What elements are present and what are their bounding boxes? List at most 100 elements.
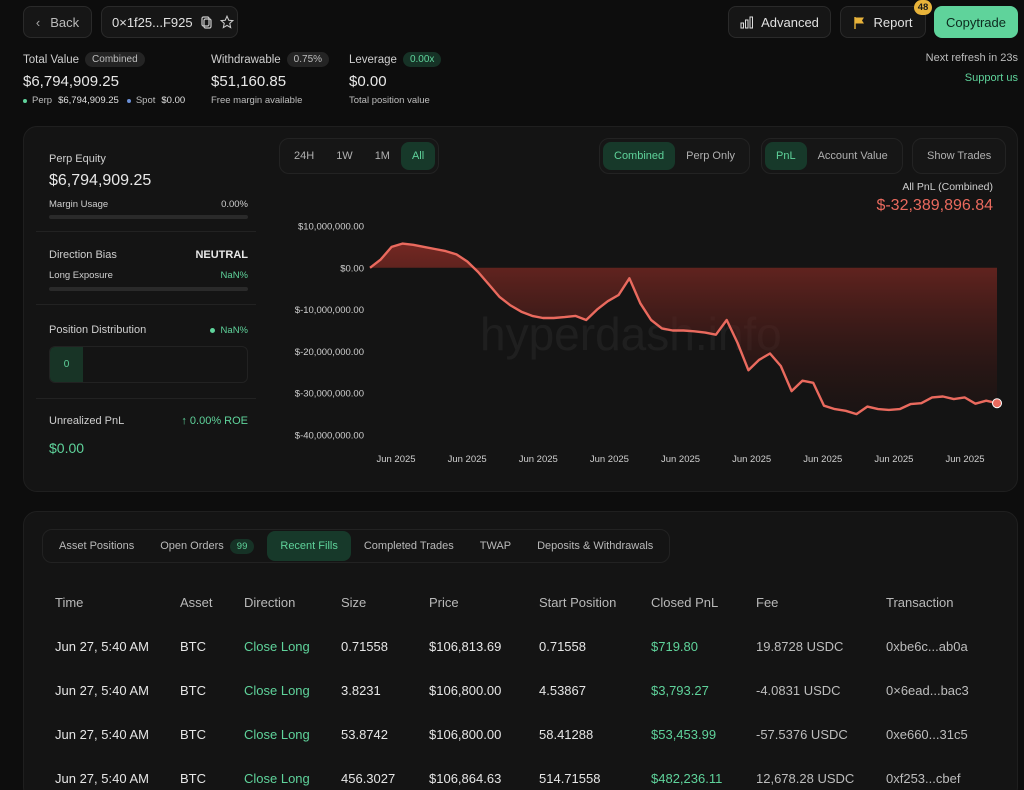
cell-price: $106,864.63 [429,770,502,786]
wallet-address: 0×1f25...F925 [112,14,193,30]
column-header-price[interactable]: Price [429,594,459,610]
x-tick-label: Jun 2025 [732,454,771,465]
tab-label: Completed Trades [363,540,454,552]
metric-pnl[interactable]: PnL [765,142,807,170]
column-header-asset[interactable]: Asset [180,594,213,610]
cell-closed-pnl: $719.80 [651,638,698,654]
tab-label: Open Orders [160,540,224,552]
spot-label: Spot [135,95,156,106]
perp-dot [23,98,27,103]
back-button[interactable]: ‹ Back [23,6,92,38]
show-trades-toggle[interactable]: Show Trades [912,138,1007,174]
tab-label: Asset Positions [59,540,135,552]
total-value-block: Total Value Combined $6,794,909.25 Perp … [23,52,185,106]
long-exposure-label: Long Exposure [49,270,113,281]
copy-icon[interactable] [200,15,213,29]
flag-icon [854,16,865,29]
unrealized-pnl-value: $0.00 [49,440,85,456]
cell-direction: Close Long [244,726,310,742]
copytrade-button[interactable]: Copytrade [934,6,1018,38]
cell-start-position: 514.71558 [539,770,601,786]
cell-transaction[interactable]: 0xbe6c...ab0a [886,638,968,654]
star-icon[interactable] [219,15,234,29]
tab-open-orders[interactable]: Open Orders 99 [147,530,267,563]
column-header-fee[interactable]: Fee [756,594,779,610]
column-header-size[interactable]: Size [341,594,367,610]
tab-recent-fills[interactable]: Recent Fills [267,531,351,561]
advanced-button[interactable]: Advanced [728,6,831,38]
spot-dot [126,98,131,103]
column-header-transaction[interactable]: Transaction [886,594,954,610]
leverage-pill: 0.00x [402,52,442,67]
y-tick-label: $-10,000,000.00 [295,305,364,316]
x-tick-label: Jun 2025 [874,454,913,465]
report-button[interactable]: Report [840,6,926,38]
position-distribution-label: Position Distribution [49,324,147,336]
y-tick-label: $0.00 [340,263,364,274]
cell-time: Jun 27, 5:40 AM [55,682,149,698]
cell-size: 456.3027 [341,770,396,786]
table-row[interactable]: Jun 27, 5:40 AM BTC Close Long 53.8742 $106,… [55,712,1005,756]
column-header-time[interactable]: Time [55,594,84,610]
leverage-label: Leverage [349,53,397,66]
metric-selector: PnL Account Value [761,138,903,174]
address-chip[interactable]: 0×1f25...F925 [101,6,238,38]
withdrawable-label: Withdrawable [211,53,281,66]
range-24h[interactable]: 24H [294,150,315,162]
range-1m[interactable]: 1M [374,150,390,162]
fills-table: Time Asset Direction Size Price Start Po… [55,580,1005,790]
range-1w[interactable]: 1W [336,150,353,162]
column-header-direction[interactable]: Direction [244,594,296,610]
y-tick-label: $-20,000,000.00 [295,347,364,358]
status-dot [209,327,215,333]
cell-transaction[interactable]: 0xe660...31c5 [886,726,968,742]
mode-perp-only[interactable]: Perp Only [686,150,736,162]
cell-direction: Close Long [244,682,310,698]
withdrawable-sub: Free margin available [211,95,303,106]
x-tick-label: Jun 2025 [448,454,487,465]
cell-time: Jun 27, 5:40 AM [55,638,149,654]
metric-account-value[interactable]: Account Value [817,150,888,162]
table-row[interactable]: Jun 27, 5:40 AM BTC Close Long 3.8231 $106,8… [55,668,1005,712]
divider [36,304,256,305]
column-header-closed-pnl[interactable]: Closed PnL [651,594,719,610]
withdrawable-block: Withdrawable 0.75% $51,160.85 Free margi… [211,52,330,106]
back-label: Back [50,14,80,30]
cell-transaction[interactable]: 0xf253...cbef [886,770,961,786]
column-header-start-position[interactable]: Start Position [539,594,617,610]
chart-title: All PnL (Combined) [902,181,993,193]
cell-direction: Close Long [244,638,310,654]
table-row[interactable]: Jun 27, 5:40 AM BTC Close Long 456.3027 $106… [55,756,1005,790]
tab-twap[interactable]: TWAP [467,531,524,561]
mode-selector: Combined Perp Only [599,138,751,174]
tab-label: TWAP [479,540,512,552]
open-orders-count-badge: 99 [229,538,255,554]
table-row[interactable]: Jun 27, 5:40 AM BTC Close Long 0.71558 $106,… [55,624,1005,668]
pnl-chart[interactable]: hyperdash.info $10,000,000.00$0.00$-10,0… [270,200,1010,475]
leverage-block: Leverage 0.00x $0.00 Total position valu… [349,52,442,106]
tab-completed-trades[interactable]: Completed Trades [351,531,467,561]
x-tick-label: Jun 2025 [590,454,629,465]
cell-time: Jun 27, 5:40 AM [55,726,149,742]
mode-combined[interactable]: Combined [603,142,676,170]
cell-transaction[interactable]: 0×6ead...bac3 [886,682,969,698]
x-tick-label: Jun 2025 [661,454,700,465]
direction-bias-block: Direction Bias NEUTRAL Long Exposure NaN… [49,249,248,291]
x-tick-label: Jun 2025 [803,454,842,465]
cell-fee: 19.8728 USDC [756,638,844,654]
tab-deposits-withdrawals[interactable]: Deposits & Withdrawals [524,531,666,561]
cell-time: Jun 27, 5:40 AM [55,770,149,786]
range-all[interactable]: All [400,142,436,170]
support-link[interactable]: Support us [964,72,1018,84]
series-end-point[interactable] [992,398,1002,409]
tab-asset-positions[interactable]: Asset Positions [46,531,147,561]
divider [36,231,256,232]
tab-label: Recent Fills [280,540,338,552]
pnl-series-line [369,242,998,416]
perp-equity-label: Perp Equity [49,153,106,165]
report-label: Report [873,14,913,30]
cell-closed-pnl: $53,453.99 [651,726,717,742]
perp-value: $6,794,909.25 [58,95,119,106]
report-count-badge: 48 [914,0,932,15]
margin-usage-label: Margin Usage [49,199,109,210]
